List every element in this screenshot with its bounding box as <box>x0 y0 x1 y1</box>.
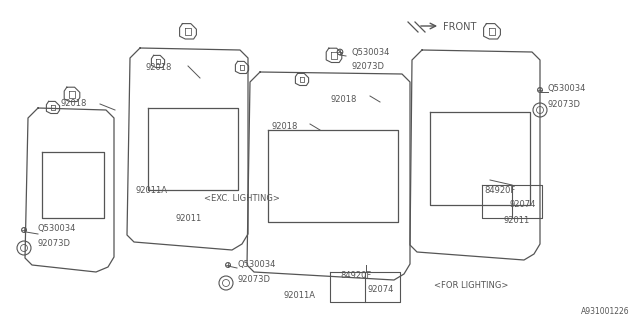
Text: Q530034: Q530034 <box>548 84 586 92</box>
Text: 92018: 92018 <box>61 99 87 108</box>
Text: A931001226: A931001226 <box>581 308 630 316</box>
Text: 92011A: 92011A <box>284 291 316 300</box>
Text: 92018: 92018 <box>331 94 357 103</box>
Text: 92073D: 92073D <box>548 100 581 108</box>
Text: 92018: 92018 <box>146 62 172 71</box>
Text: 92073D: 92073D <box>352 61 385 70</box>
Text: <FOR LIGHTING>: <FOR LIGHTING> <box>434 281 508 290</box>
Text: 92011A: 92011A <box>136 186 168 195</box>
Text: <EXC. LIGHTING>: <EXC. LIGHTING> <box>204 194 280 203</box>
Text: Q530034: Q530034 <box>38 223 76 233</box>
Text: Q530034: Q530034 <box>352 47 390 57</box>
Text: 84920F: 84920F <box>340 271 371 281</box>
Text: 84920F: 84920F <box>484 186 515 195</box>
Text: 92011: 92011 <box>504 215 531 225</box>
Text: Q530034: Q530034 <box>238 260 276 268</box>
Text: 92011: 92011 <box>176 213 202 222</box>
Text: 92073D: 92073D <box>38 238 71 247</box>
Text: 92018: 92018 <box>271 122 298 131</box>
Text: FRONT: FRONT <box>443 22 476 32</box>
Text: 92074: 92074 <box>368 285 394 294</box>
Text: 92074: 92074 <box>510 199 536 209</box>
Text: 92073D: 92073D <box>238 275 271 284</box>
